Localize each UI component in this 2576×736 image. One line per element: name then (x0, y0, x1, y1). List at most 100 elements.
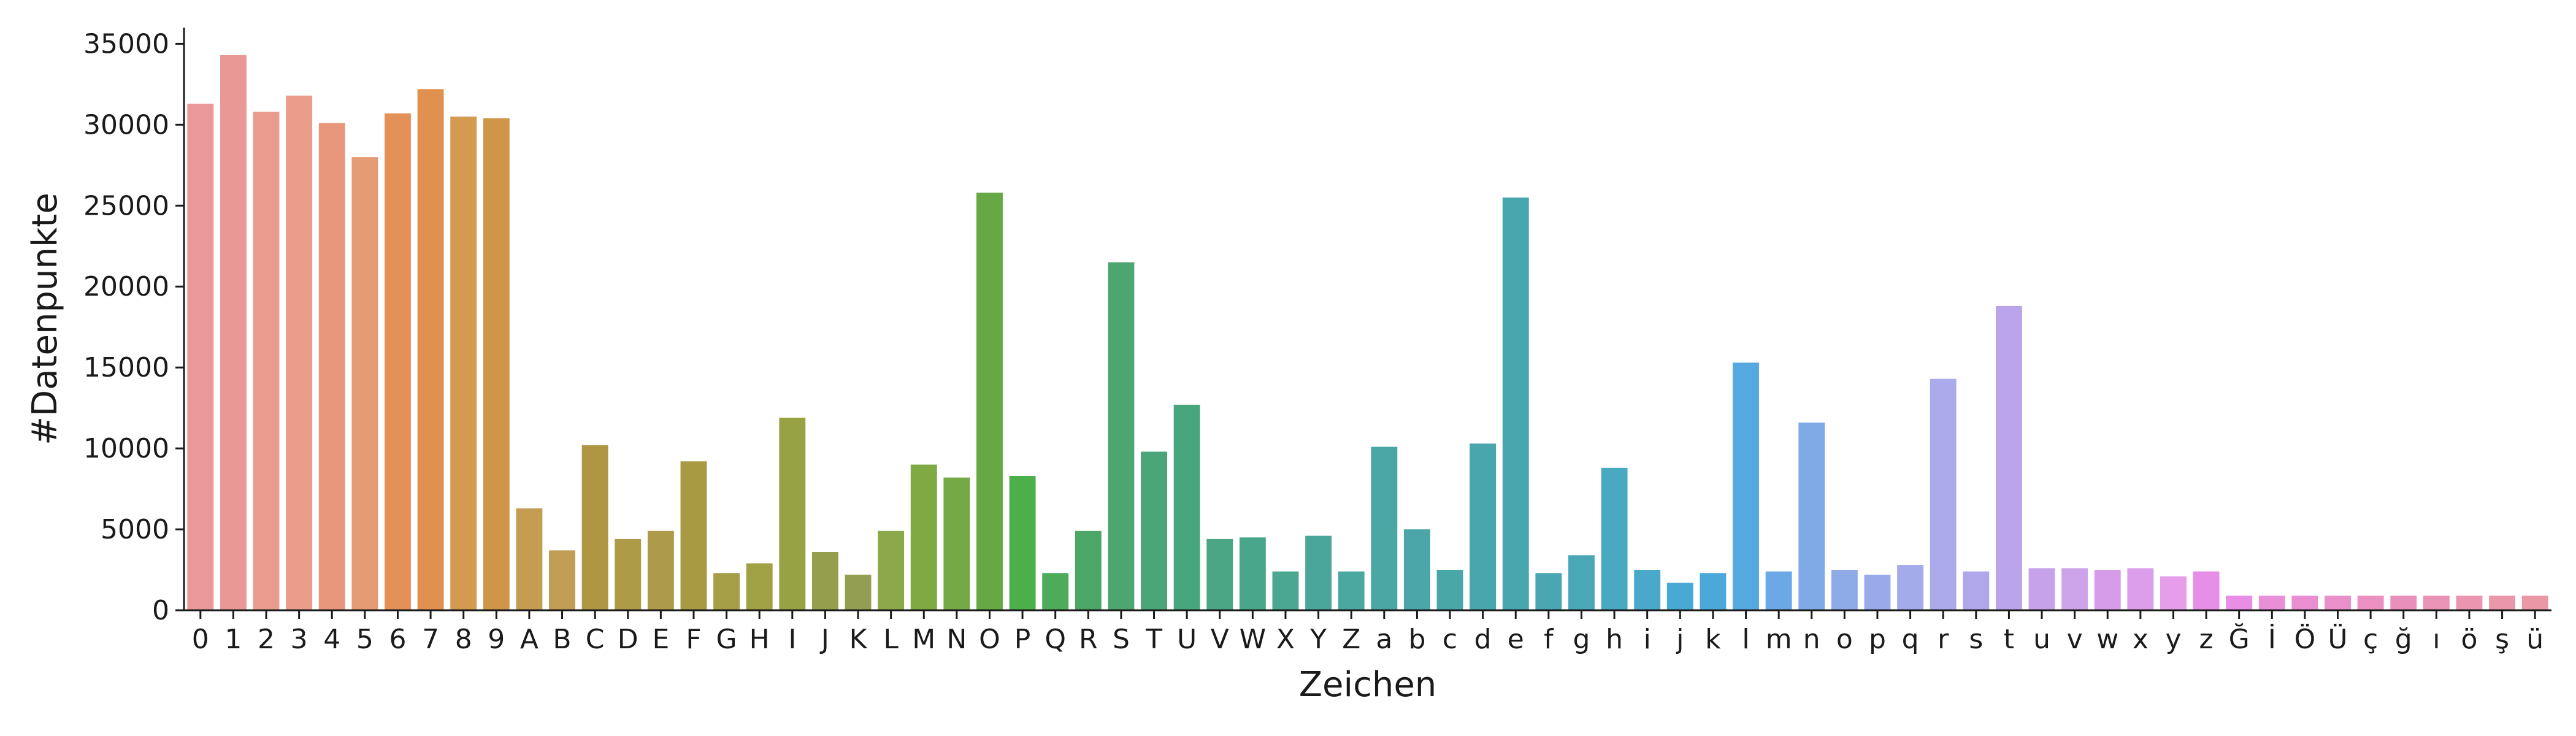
bar-22 (878, 531, 905, 610)
bar-24 (943, 477, 970, 610)
x-tick-label: D (618, 624, 638, 655)
x-tick-label: f (1544, 624, 1554, 655)
bar-47 (1700, 573, 1727, 610)
bar-16 (680, 461, 707, 610)
x-tick-label: Ü (2328, 623, 2347, 655)
x-tick-label: C (586, 624, 605, 655)
bar-72 (2521, 596, 2548, 610)
bar-23 (910, 464, 937, 610)
bar-69 (2423, 596, 2450, 610)
bar-64 (2258, 596, 2285, 610)
x-tick-label: 0 (192, 624, 209, 655)
x-tick-label: w (2096, 624, 2118, 655)
bar-26 (1009, 475, 1036, 610)
bar-67 (2357, 596, 2384, 610)
bar-27 (1042, 573, 1069, 610)
x-axis-label: Zeichen (1299, 665, 1437, 705)
x-tick-label: p (1869, 624, 1886, 655)
x-tick-label: 8 (455, 624, 472, 655)
bar-59 (2094, 570, 2121, 610)
y-tick-label: 10000 (83, 433, 169, 464)
x-tick-label: l (1742, 624, 1749, 655)
bar-8 (417, 89, 444, 610)
bar-14 (615, 539, 642, 610)
bar-36 (1338, 571, 1365, 610)
x-tick-label: A (520, 624, 539, 655)
x-tick-label: q (1902, 624, 1919, 655)
x-tick-label: İ (2268, 623, 2276, 655)
x-tick-label: V (1211, 624, 1229, 655)
x-tick-label: Y (1309, 624, 1327, 655)
bar-10 (483, 118, 510, 610)
x-tick-label: E (652, 624, 669, 655)
x-tick-label: ü (2526, 624, 2543, 655)
x-tick-label: Q (1045, 624, 1066, 655)
x-tick-label: 7 (422, 624, 439, 655)
x-tick-label: ç (2363, 624, 2378, 655)
x-tick-label: P (1014, 624, 1031, 655)
bar-28 (1075, 531, 1102, 610)
x-tick-label: r (1938, 624, 1949, 655)
bar-53 (1897, 565, 1924, 610)
x-tick-label: j (1676, 624, 1684, 655)
bar-38 (1403, 529, 1430, 610)
x-tick-label: v (2067, 624, 2083, 655)
x-tick-label: S (1113, 624, 1130, 655)
y-tick-label: 5000 (101, 514, 169, 545)
bar-65 (2291, 596, 2318, 610)
x-tick-label: ı (2432, 624, 2440, 655)
x-tick-label: o (1836, 624, 1853, 655)
y-tick-label: 35000 (83, 28, 169, 59)
x-tick-label: B (553, 624, 571, 655)
x-tick-label: i (1644, 624, 1651, 655)
bar-52 (1864, 574, 1891, 610)
bar-7 (385, 113, 411, 611)
bar-54 (1930, 378, 1957, 610)
y-tick-label: 30000 (83, 109, 169, 140)
bar-12 (549, 550, 575, 610)
bar-9 (450, 117, 477, 610)
x-tick-label: ğ (2395, 624, 2412, 655)
bar-17 (713, 573, 740, 610)
x-tick-label: g (1573, 624, 1590, 655)
x-tick-label: 4 (323, 624, 340, 655)
bar-19 (779, 417, 806, 610)
bar-51 (1831, 570, 1858, 610)
y-tick-label: 25000 (83, 190, 169, 221)
bar-42 (1535, 573, 1562, 610)
x-tick-label: 2 (258, 624, 275, 655)
x-tick-label: T (1145, 624, 1162, 655)
x-tick-label: 3 (291, 624, 308, 655)
bar-15 (647, 531, 674, 610)
bar-21 (845, 574, 872, 610)
bar-39 (1436, 570, 1463, 610)
y-tick-label: 0 (152, 595, 169, 626)
bar-5 (318, 123, 345, 610)
x-tick-label: y (2165, 624, 2181, 655)
bar-31 (1173, 404, 1200, 610)
bar-20 (811, 552, 838, 610)
x-tick-label: Ğ (2229, 623, 2250, 655)
bar-43 (1568, 555, 1595, 610)
bar-62 (2193, 571, 2220, 610)
x-tick-label: a (1376, 624, 1392, 655)
bar-32 (1206, 539, 1233, 610)
x-tick-label: K (849, 624, 868, 655)
bar-13 (581, 445, 608, 610)
x-tick-label: c (1443, 624, 1457, 655)
bar-71 (2489, 596, 2516, 610)
x-tick-label: O (979, 624, 1000, 655)
bar-30 (1141, 451, 1167, 610)
x-tick-label: R (1079, 624, 1098, 655)
bar-3 (253, 112, 280, 611)
bar-66 (2325, 596, 2351, 610)
x-tick-label: 9 (488, 624, 505, 655)
bar-40 (1470, 443, 1497, 610)
y-tick-label: 15000 (83, 352, 169, 383)
x-tick-label: e (1508, 624, 1524, 655)
bar-58 (2061, 568, 2088, 610)
x-tick-label: Z (1342, 624, 1360, 655)
x-tick-label: 1 (224, 624, 242, 655)
bars-group (187, 55, 2548, 611)
